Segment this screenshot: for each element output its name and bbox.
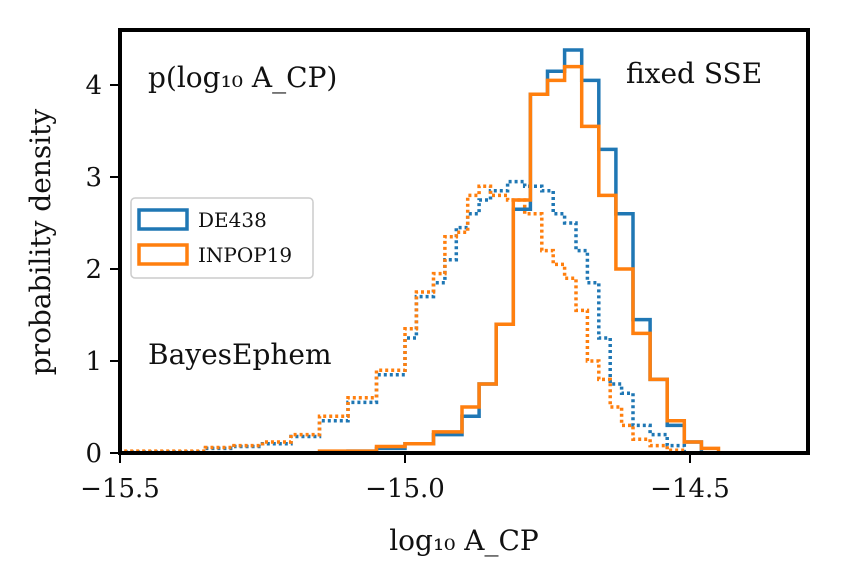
annotation-distribution: p(log₁₀ A_CP) [148,61,337,94]
x-tick-label: −15.0 [365,474,445,504]
series-inpop19 [317,64,721,453]
x-tick-label: −14.5 [650,474,730,504]
legend-swatch-de438 [137,208,189,231]
x-axis-label: log₁₀ A_CP [389,524,539,557]
legend-label-de438: DE438 [198,208,267,232]
series-de438 [346,48,719,455]
legend-swatch-inpop19 [137,243,189,266]
legend-label-inpop19: INPOP19 [198,243,292,267]
annotation-fixed-sse: fixed SSE [626,57,762,90]
y-tick-label: 0 [85,439,102,469]
annotation-bayesephem: BayesEphem [148,338,332,371]
y-tick-label: 1 [85,347,102,377]
y-axis-label: probability density [24,109,57,376]
series-inpop19-bayesephem [118,184,702,455]
x-tick-label: −15.5 [80,474,160,504]
series-de438-bayesephem [118,179,702,455]
legend-box [130,197,314,279]
plot-frame [118,28,810,455]
y-axis-ticks: 0 1 2 3 4 [85,71,120,469]
y-tick-label: 2 [85,255,102,285]
y-tick-label: 3 [85,163,102,193]
x-axis-ticks: −15.5 −15.0 −14.5 [80,453,730,504]
legend: DE438 INPOP19 [130,197,314,279]
y-tick-label: 4 [85,71,102,101]
series-layer [118,48,721,455]
